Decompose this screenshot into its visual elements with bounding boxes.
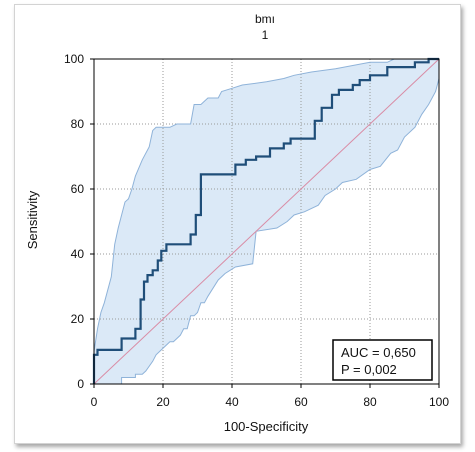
- auc-box-border: [332, 339, 433, 381]
- chart-subtitle: 1: [262, 28, 269, 42]
- y-axis-label: Sensitivity: [25, 190, 40, 249]
- ci-upper-line: [93, 58, 439, 352]
- plot-border: [93, 58, 440, 385]
- x-tick-label: 100: [429, 395, 449, 409]
- x-tick-label: 0: [91, 395, 98, 409]
- roc-curve: [92, 57, 439, 384]
- reference-diagonal: [93, 58, 440, 385]
- plot-area: 0 20 40 60 80 100 0 20 40 60 80 100: [64, 52, 449, 409]
- chart-title: bmı: [255, 12, 275, 26]
- auc-text: AUC = 0,650: [341, 345, 416, 360]
- x-tick-label: 80: [363, 395, 377, 409]
- y-tick-label: 0: [77, 377, 84, 391]
- x-tick-label: 60: [294, 395, 308, 409]
- y-tick-label: 80: [71, 117, 85, 131]
- x-tick-label: 20: [156, 395, 170, 409]
- y-tick-label: 20: [71, 312, 85, 326]
- p-value-text: P = 0,002: [341, 362, 397, 377]
- x-axis-label: 100-Specificity: [224, 419, 309, 434]
- y-tick-label: 60: [71, 182, 85, 196]
- y-tick-label: 40: [71, 247, 85, 261]
- y-tick-label: 100: [64, 52, 84, 66]
- ci-lower-line: [94, 59, 440, 385]
- x-tick-label: 40: [225, 395, 239, 409]
- auc-box: AUC = 0,650 P = 0,002: [332, 339, 433, 381]
